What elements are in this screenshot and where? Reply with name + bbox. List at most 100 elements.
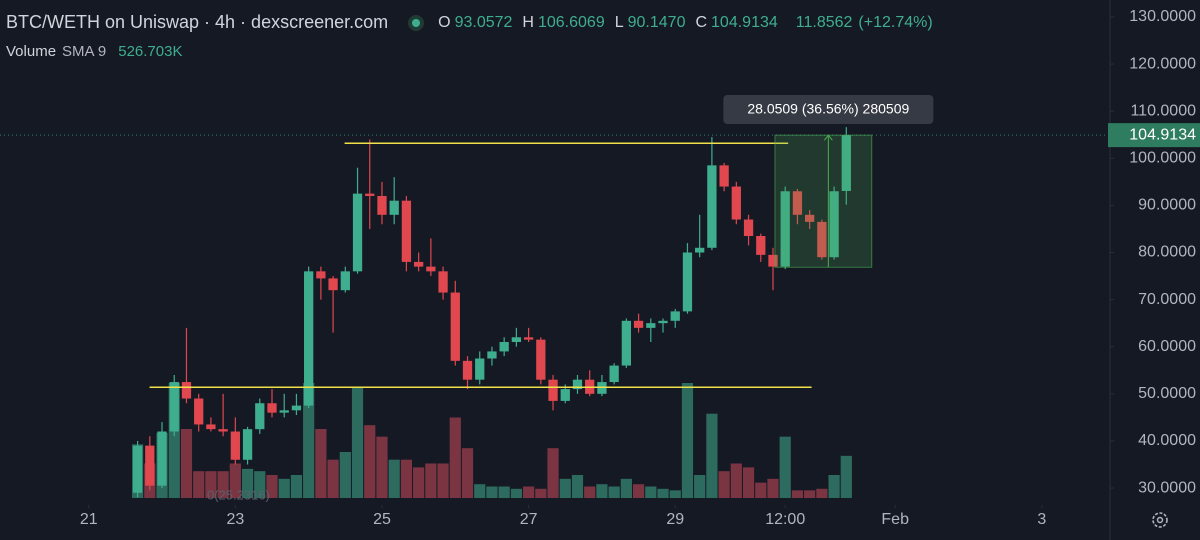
x-tick-label: 21: [80, 511, 98, 528]
volume-bar: [706, 413, 718, 498]
x-tick-label: 12:00: [765, 511, 805, 528]
candle-body: [658, 320, 668, 324]
candle-body: [413, 261, 424, 267]
candle-body: [817, 221, 827, 258]
candle-body: [218, 429, 228, 432]
volume-bar: [535, 488, 547, 498]
volume-legend: Volume SMA 9 526.703K: [6, 43, 182, 60]
volume-bar: [767, 478, 779, 498]
candle-body: [389, 200, 399, 215]
volume-bar: [584, 486, 596, 498]
chart-title: BTC/WETH on Uniswap · 4h · dexscreener.c…: [6, 12, 389, 32]
ohlc-value: 93.0572: [454, 13, 513, 31]
candle-body: [194, 398, 204, 425]
candle-body: [462, 360, 473, 380]
volume-bar: [461, 448, 474, 498]
volume-bar: [779, 436, 791, 498]
change: 11.8562: [795, 13, 853, 31]
candle-body: [511, 337, 522, 343]
y-tick-label: 130.0000: [1129, 8, 1196, 25]
volume-bar: [315, 429, 327, 498]
settings-hub: [1156, 516, 1164, 524]
measure-box: [774, 134, 873, 268]
volume-bar: [400, 459, 413, 498]
volume-bar: [327, 459, 339, 498]
status-dot[interactable]: [408, 14, 425, 31]
volume-bar: [351, 386, 364, 498]
volume-bar: [278, 478, 290, 498]
candle-body: [792, 191, 803, 215]
candle-body: [768, 254, 778, 267]
candle-body: [829, 191, 839, 258]
candle-body: [267, 403, 277, 413]
candle-body: [475, 358, 485, 380]
candle-body: [646, 323, 656, 328]
volume-bar: [804, 490, 816, 498]
candle-body: [780, 191, 790, 267]
x-tick-label: 29: [666, 511, 684, 528]
volume-bar: [388, 459, 400, 498]
candle-body: [230, 431, 240, 460]
y-tick-label: 80.0000: [1138, 244, 1196, 261]
header: BTC/WETH on Uniswap · 4h · dexscreener.c…: [6, 12, 933, 33]
settings-icon[interactable]: [1152, 512, 1168, 528]
volume-bar: [254, 471, 266, 498]
measure-label: 28.0509 (36.56%) 280509: [747, 101, 909, 117]
candle-body: [572, 379, 583, 390]
y-tick-label: 90.0000: [1138, 197, 1196, 214]
candle-body: [633, 320, 644, 328]
candle-body: [206, 424, 216, 430]
candle-body: [255, 403, 265, 430]
volume-bar: [364, 425, 376, 498]
y-tick-label: 70.0000: [1138, 291, 1196, 308]
candle-body: [377, 195, 387, 215]
volume-bar: [840, 455, 852, 498]
ohlc-value: 106.6069: [537, 13, 605, 31]
volume-bar: [180, 429, 193, 498]
x-tick-label: 27: [520, 511, 538, 528]
volume-bar: [669, 490, 681, 498]
volume-bar: [718, 471, 730, 498]
candle-body: [499, 342, 509, 352]
candle-body: [181, 382, 192, 399]
candle-body: [438, 271, 448, 293]
ohlc-key: L: [614, 13, 624, 31]
volume-bar: [290, 475, 303, 498]
candle-body: [328, 278, 338, 291]
volume-bar: [449, 417, 461, 498]
volume-bar: [217, 471, 229, 498]
volume-bar: [303, 383, 315, 498]
candle-body: [157, 431, 167, 486]
volume-bar: [425, 463, 437, 498]
ohlc-key: O: [438, 13, 451, 31]
volume-bar: [828, 475, 840, 498]
candle-body: [401, 200, 412, 262]
candle-body: [548, 379, 558, 401]
volume-bar: [229, 463, 241, 498]
volume-indicator: SMA 9: [62, 43, 107, 60]
candle-body: [316, 271, 326, 279]
candle-body: [743, 219, 754, 237]
candle-body: [365, 193, 375, 196]
volume-bar: [205, 471, 217, 498]
candle-body: [536, 339, 546, 380]
volume-bar: [376, 436, 388, 498]
volume-bar: [437, 463, 449, 498]
volume-bar: [547, 448, 559, 498]
y-tick-label: 40.0000: [1138, 432, 1196, 449]
candle-body: [145, 445, 155, 486]
candle-body: [291, 405, 302, 411]
candle-body: [707, 165, 717, 248]
volume-bar: [510, 488, 522, 498]
volume-overlay-label: 0(25.2316): [207, 487, 270, 502]
candle-body: [426, 266, 436, 272]
volume-bar: [522, 486, 535, 498]
y-tick-label: 100.0000: [1129, 150, 1196, 167]
ohlc-legend: O 93.0572 H 106.6069 L 90.1470 C 104.9134: [438, 14, 784, 32]
last-price-tag: [1108, 123, 1200, 148]
plot-background: [0, 0, 1110, 505]
candle-body: [682, 252, 693, 312]
candle-body: [523, 337, 534, 340]
